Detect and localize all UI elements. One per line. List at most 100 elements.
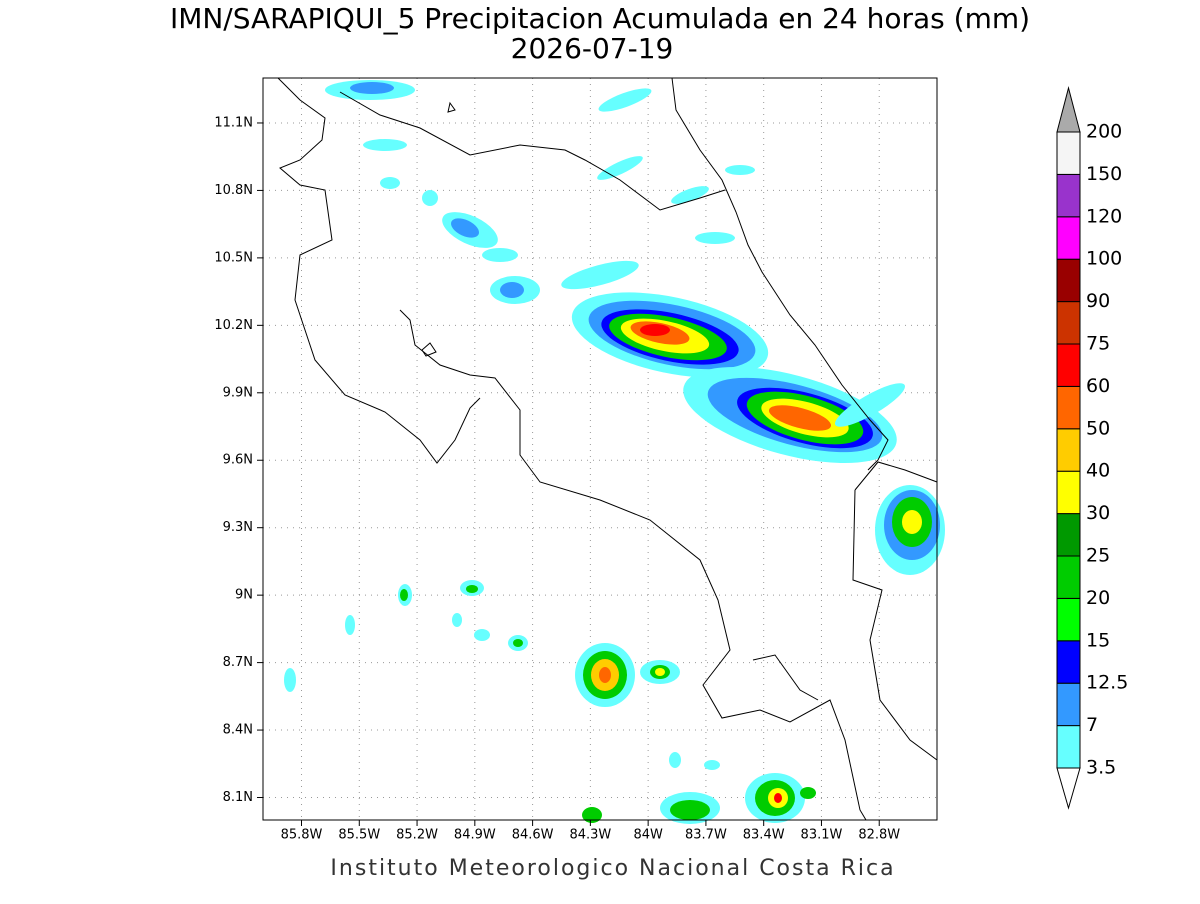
coastline [399, 309, 867, 821]
y-tick-label: 9.9N [223, 385, 253, 400]
precipitation-field [284, 80, 945, 824]
rain-area [422, 190, 438, 206]
rain-area [513, 639, 523, 647]
y-tick-label: 8.7N [223, 655, 253, 670]
colorbar-label: 40 [1086, 460, 1110, 482]
colorbar-swatch [1056, 470, 1081, 515]
coastline [852, 489, 938, 761]
rain-area [669, 752, 681, 768]
rain-area [774, 793, 782, 803]
y-tick-label: 9.3N [223, 520, 253, 535]
x-tick-label: 84.9W [454, 828, 496, 843]
colorbar-label: 25 [1086, 545, 1110, 567]
rain-area [655, 668, 665, 676]
colorbar-swatch [1056, 385, 1081, 430]
colorbar-swatch [1056, 301, 1081, 345]
y-tick-label: 10.5N [214, 250, 253, 265]
y-tick-label: 9N [235, 588, 253, 603]
map-frame [262, 77, 938, 821]
x-tick-label: 83.4W [743, 828, 785, 843]
colorbar-swatch [1056, 640, 1081, 684]
colorbar-over [1056, 86, 1081, 133]
colorbar-swatch [1056, 513, 1081, 557]
colorbar-under [1056, 767, 1081, 810]
title: IMN/SARAPIQUI_5 Precipitacion Acumulada … [170, 2, 1030, 35]
rain-area [725, 165, 755, 175]
rain-area [345, 615, 355, 635]
y-tick-label: 9.6N [223, 453, 253, 468]
colorbar-swatch [1056, 216, 1081, 260]
rain-area [350, 82, 394, 94]
rain-area [561, 260, 639, 290]
rain-area [598, 88, 652, 112]
y-tick-label: 8.4N [223, 723, 253, 738]
colorbar-label: 100 [1086, 248, 1122, 270]
x-tick-label: 85.5W [338, 828, 380, 843]
x-tick-label: 84.6W [512, 828, 554, 843]
coastline [421, 101, 456, 357]
x-tick-label: 85.8W [281, 828, 323, 843]
y-tick-label: 10.2N [214, 318, 253, 333]
colorbar-swatch [1056, 597, 1081, 642]
colorbar-label: 120 [1086, 205, 1122, 227]
y-tick-label: 11.1N [214, 115, 253, 130]
colorbar-label: 75 [1086, 333, 1110, 355]
rain-area [599, 667, 611, 683]
rain-area [582, 807, 602, 823]
colorbar-label: 15 [1086, 629, 1110, 651]
rain-area [380, 177, 400, 189]
coastline [671, 77, 889, 471]
colorbar-swatch [1056, 725, 1081, 769]
coastline [277, 77, 481, 464]
rain-area [597, 156, 643, 180]
colorbar-label: 30 [1086, 502, 1110, 524]
colorbar-label: 150 [1086, 163, 1122, 185]
coastlines [277, 77, 938, 821]
colorbar-label: 90 [1086, 290, 1110, 312]
x-tick-label: 84W [633, 828, 663, 843]
colorbar-label: 7 [1086, 714, 1098, 736]
colorbar-label: 50 [1086, 417, 1110, 439]
x-tick-label: 82.8W [858, 828, 900, 843]
colorbar-swatch [1056, 258, 1081, 303]
x-tick-label: 84.3W [569, 828, 611, 843]
rain-area [466, 585, 478, 593]
x-tick-label: 85.2W [396, 828, 438, 843]
footer: Instituto Meteorologico Nacional Costa R… [330, 856, 895, 881]
y-tick-label: 10.8N [214, 183, 253, 198]
colorbar-swatch [1056, 173, 1081, 218]
rain-area [640, 324, 670, 336]
rain-area [363, 139, 407, 151]
colorbar-label: 12.5 [1086, 672, 1128, 694]
subtitle: 2026-07-19 [511, 32, 674, 65]
colorbar-swatch [1056, 428, 1081, 472]
rain-area [400, 589, 408, 601]
rain-area [835, 383, 905, 427]
rain-area [800, 787, 816, 799]
rain-area [902, 510, 922, 534]
colorbar: 3.5 7 12.5 15 20 25 30 40 50 60 75 90 100 120 150 200 [1056, 86, 1128, 810]
x-tick-label: 83.1W [801, 828, 843, 843]
colorbar-swatch [1056, 555, 1081, 599]
rain-area [482, 248, 518, 262]
rain-area [695, 232, 735, 244]
rain-area [450, 218, 480, 238]
rain-area [704, 760, 720, 770]
coastline [854, 461, 938, 491]
y-tick-label: 8.1N [223, 790, 253, 805]
colorbar-label: 20 [1086, 587, 1110, 609]
rain-area [452, 613, 462, 627]
x-tick-label: 83.7W [685, 828, 727, 843]
colorbar-swatch [1056, 682, 1081, 727]
colorbar-swatch [1056, 131, 1081, 175]
rain-area [768, 405, 832, 431]
coastline [752, 654, 819, 701]
colorbar-swatch [1056, 343, 1081, 387]
rain-area [500, 282, 524, 298]
colorbar-label: 200 [1086, 121, 1122, 143]
colorbar-label: 3.5 [1086, 757, 1116, 779]
coastline [339, 91, 726, 211]
rain-area [671, 186, 709, 204]
rain-area [670, 800, 710, 820]
